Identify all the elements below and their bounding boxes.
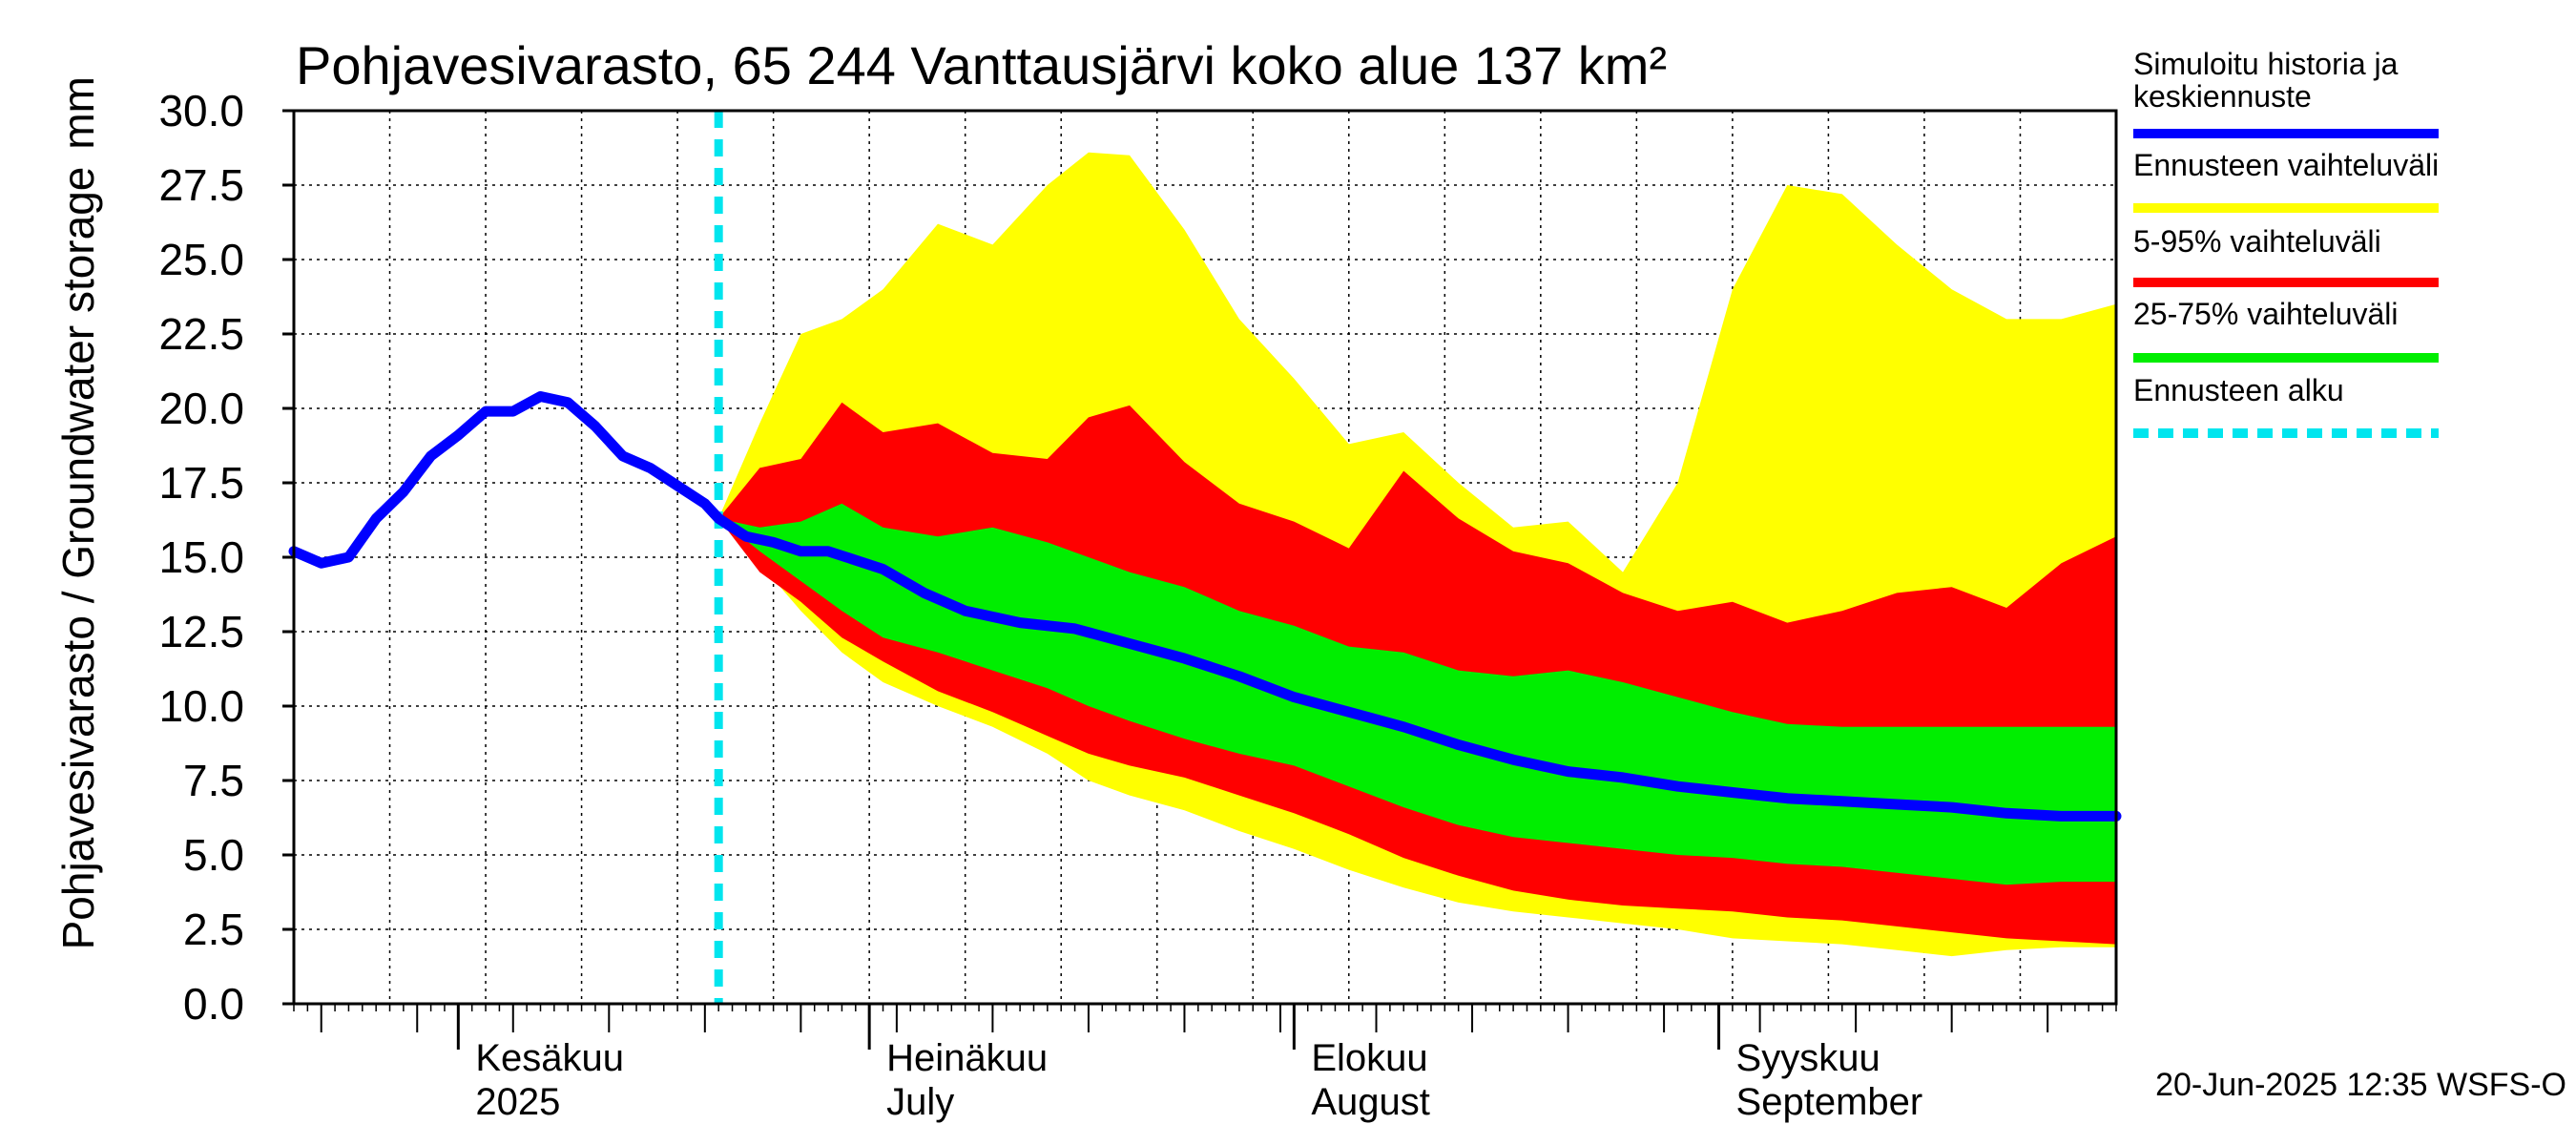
y-tick-label: 25.0 [158,235,244,284]
chart-title: Pohjavesivarasto, 65 244 Vanttausjärvi k… [296,35,1667,95]
median-line [288,391,2122,822]
y-tick-label: 0.0 [183,979,244,1029]
x-month-label: Kesäkuu [475,1037,624,1079]
x-month-sublabel: July [886,1081,954,1123]
legend-label-continued: keskiennuste [2133,79,2312,114]
x-month-sublabel: 2025 [475,1081,560,1123]
band-25-75 [718,503,2117,885]
footer-timestamp: 20-Jun-2025 12:35 WSFS-O [2155,1067,2566,1103]
y-tick-label: 12.5 [158,607,244,656]
y-axis: 0.0 2.5 5.0 7.5 10.0 12.5 15.0 17.5 20.0 22.5 25.0… [158,86,294,1029]
y-tick-label: 15.0 [158,532,244,582]
y-tick-label: 17.5 [158,458,244,508]
y-tick-label: 7.5 [183,756,244,805]
legend-label: 25-75% vaihteluväli [2133,297,2399,331]
legend-label: Ennusteen alku [2133,373,2344,407]
legend-label: Ennusteen vaihteluväli [2133,148,2439,182]
y-tick-label: 22.5 [158,309,244,359]
y-tick-label: 10.0 [158,681,244,731]
x-month-sublabel: August [1311,1081,1430,1123]
legend-label: 5-95% vaihteluväli [2133,224,2381,259]
y-axis-label: Pohjavesivarasto / Groundwater storage [53,167,103,950]
bands [718,152,2117,957]
y-tick-label: 30.0 [158,86,244,135]
y-tick-label: 27.5 [158,160,244,210]
legend-label: Simuloitu historia ja [2133,47,2399,81]
x-month-label: Heinäkuu [886,1037,1048,1079]
y-tick-label: 20.0 [158,384,244,433]
x-month-sublabel: September [1736,1081,1923,1123]
y-tick-label: 2.5 [183,905,244,954]
x-month-label: Syyskuu [1736,1037,1880,1079]
plot-area [288,109,2122,1006]
y-tick-label: 5.0 [183,830,244,880]
x-month-label: Elokuu [1311,1037,1427,1079]
y-axis-unit: mm [53,76,103,150]
